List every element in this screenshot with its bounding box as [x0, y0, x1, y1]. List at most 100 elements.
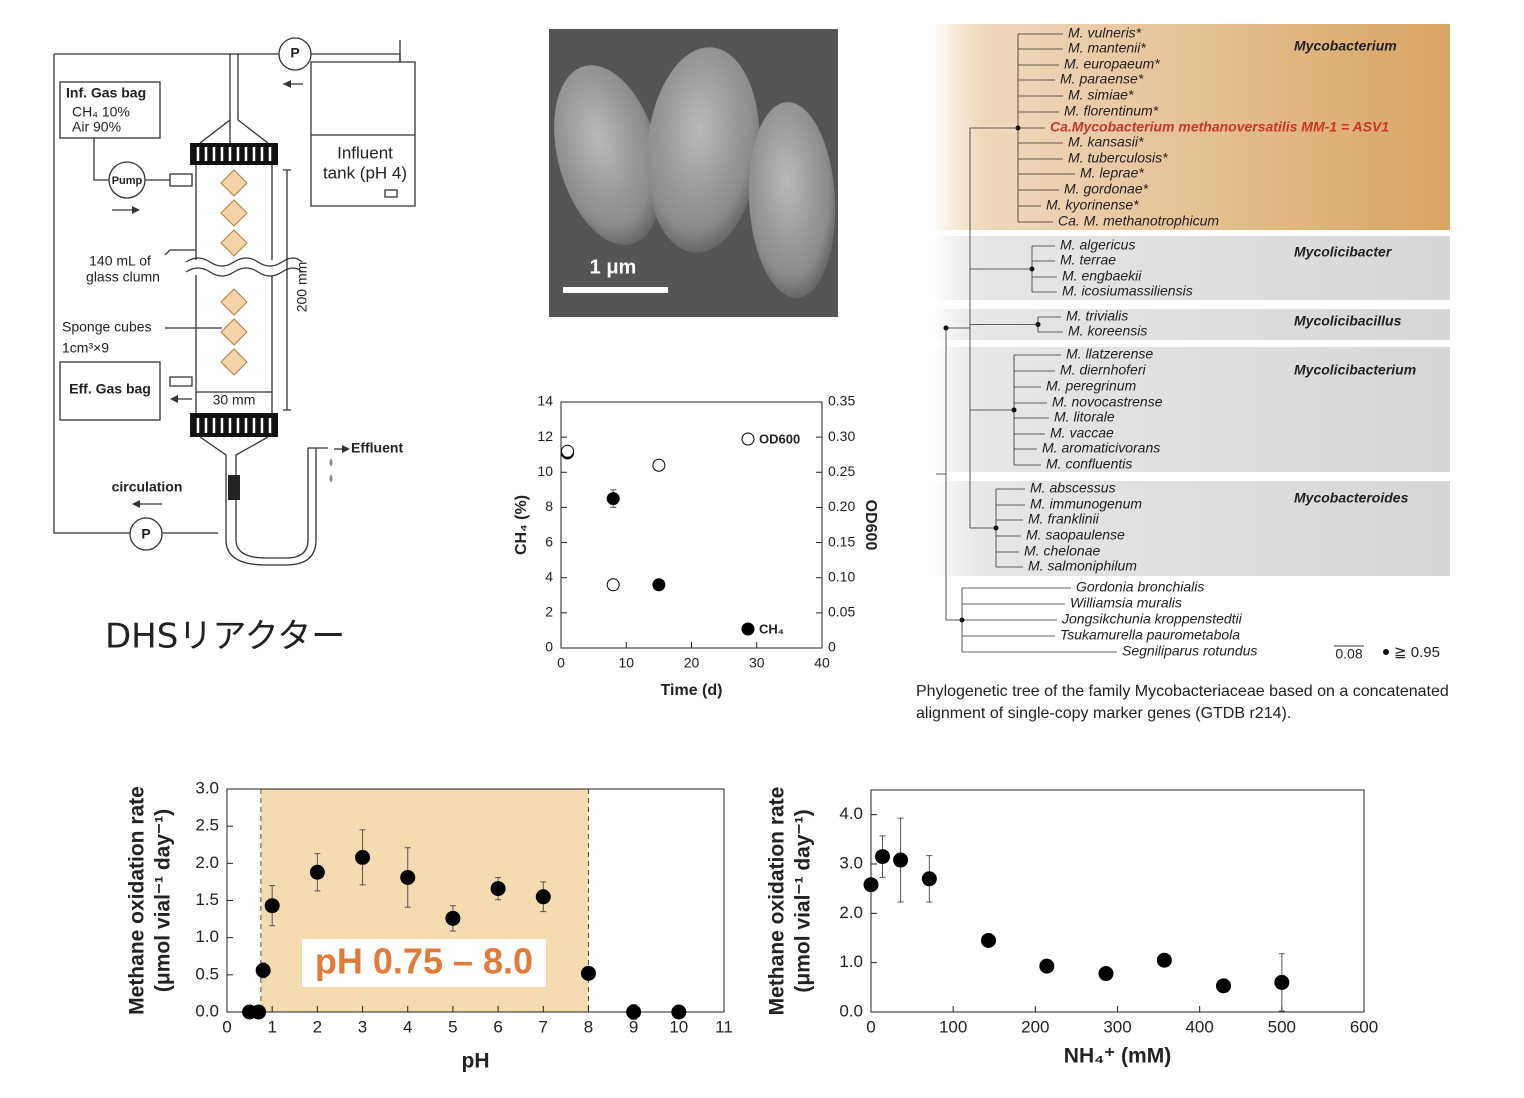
x-tick-label: 6: [493, 1017, 502, 1036]
pump-label: P: [141, 526, 150, 542]
annotation-box: [302, 939, 546, 987]
data-point: [535, 889, 551, 905]
y-tick-label: 1.0: [839, 952, 863, 971]
leaf-label: M. terrae: [1060, 252, 1116, 268]
data-point: [652, 578, 666, 592]
scale-label: 1 μm: [590, 256, 637, 278]
tank-label: Influent: [337, 143, 393, 162]
y2-tick-label: 0.30: [828, 428, 855, 444]
height-label: 200 mm: [294, 262, 310, 313]
x-tick-label: 4: [403, 1017, 412, 1036]
support-legend: ≧ 0.95: [1394, 644, 1440, 661]
annotation: pH 0.75 – 8.0: [315, 941, 533, 982]
data-point: [875, 849, 891, 865]
x-tick-label: 11: [715, 1017, 733, 1036]
pump-label: Pump: [112, 175, 143, 187]
gas-bag-text: Air 90%: [72, 119, 121, 135]
leaf-label: M. engbaekii: [1062, 268, 1142, 284]
y2-tick-label: 0.25: [828, 463, 855, 479]
circulation-label: circulation: [112, 479, 183, 495]
clade-label: Mycobacteroides: [1294, 490, 1409, 506]
x-axis-label: pH: [462, 1050, 490, 1073]
data-point: [863, 877, 879, 893]
leaf-label: M. leprae*: [1080, 165, 1144, 181]
leaf-label: M. vulneris*: [1068, 25, 1142, 41]
leaf-label: M. llatzerense: [1066, 346, 1153, 362]
x-tick-label: 10: [669, 1017, 688, 1036]
data-point: [561, 444, 575, 458]
y-tick-label: 10: [537, 463, 553, 479]
legend-label: OD600: [759, 431, 800, 446]
x-tick-label: 300: [1103, 1017, 1131, 1036]
leaf-label: M. tuberculosis*: [1068, 150, 1168, 166]
leaf-label: Tsukamurella paurometabola: [1060, 627, 1240, 643]
legend-label: CH₄: [759, 621, 784, 636]
data-point: [1039, 958, 1055, 974]
tree-caption: alignment of single-copy marker genes (G…: [916, 705, 1291, 722]
y-tick-label: 2.0: [839, 903, 863, 922]
data-point: [445, 910, 461, 926]
data-point: [921, 871, 937, 887]
x-tick-label: 600: [1350, 1017, 1378, 1036]
y2-tick-label: 0.15: [828, 533, 855, 549]
leaf-label: M. gordonae*: [1064, 181, 1149, 197]
leaf-label: M. peregrinum: [1046, 378, 1137, 394]
x-tick-label: 7: [539, 1017, 548, 1036]
y-tick-label: 12: [537, 428, 553, 444]
leaf-label: M. icosiumassiliensis: [1062, 283, 1193, 299]
gas-bag-title: Inf. Gas bag: [66, 85, 146, 101]
cell: [748, 102, 836, 298]
data-point: [1274, 974, 1290, 990]
x-tick-label: 8: [584, 1017, 593, 1036]
leaf-label: M. confluentis: [1046, 456, 1132, 472]
leaf-label: M. simiae*: [1068, 87, 1134, 103]
x-axis-label: NH₄⁺ (mM): [1064, 1045, 1171, 1068]
leaf-label: M. paraense*: [1060, 71, 1144, 87]
leaf-label: M. saopaulense: [1026, 527, 1125, 543]
y-axis-label: Methane oxidation rate: [126, 786, 149, 1015]
data-point: [652, 458, 666, 472]
data-point: [1098, 966, 1114, 982]
leaf-label: M. kansasii*: [1068, 134, 1144, 150]
leaf-label: M. koreensis: [1068, 323, 1147, 339]
data-point: [671, 1004, 687, 1020]
legend-marker: [741, 622, 755, 636]
y-tick-label: 4.0: [839, 804, 863, 823]
data-point: [490, 881, 506, 897]
y2-tick-label: 0: [828, 639, 836, 655]
clade-box: [934, 481, 1450, 576]
sponge-label: 1cm³×9: [62, 340, 109, 356]
y-tick-label: 0: [545, 639, 553, 655]
clade-label: Mycobacterium: [1294, 38, 1397, 54]
clade-box: [934, 236, 1450, 300]
scale-bar: [563, 287, 668, 293]
x-tick-label: 30: [749, 655, 765, 671]
data-point: [580, 965, 596, 981]
leaf-label: M. vaccae: [1050, 425, 1114, 441]
x-tick-label: 200: [1021, 1017, 1049, 1036]
x-tick-label: 20: [684, 655, 700, 671]
y2-tick-label: 0.10: [828, 568, 855, 584]
y-tick-label: 0.0: [195, 1001, 219, 1020]
x-tick-label: 3: [358, 1017, 367, 1036]
leaf-label: M. abscessus: [1030, 480, 1116, 496]
gas-bag-text: CH₄ 10%: [72, 104, 130, 120]
y-tick-label: 0.5: [195, 964, 219, 983]
data-point: [606, 492, 620, 506]
data-point: [255, 962, 271, 978]
effluent-label: Effluent: [351, 440, 403, 456]
y-axis-label: CH₄ (%): [513, 495, 530, 555]
leaf-label: M. europaeum*: [1064, 56, 1160, 72]
clade-label: Mycolicibacter: [1294, 244, 1393, 260]
width-label: 30 mm: [213, 392, 256, 408]
leaf-label: Ca. M. methanotrophicum: [1058, 213, 1219, 229]
y-tick-label: 14: [537, 393, 553, 409]
y-tick-label: 2.0: [195, 853, 219, 872]
leaf-label: M. litorale: [1054, 409, 1115, 425]
leaf-label: M. aromaticivorans: [1042, 440, 1160, 456]
y-axis-label: (μmol vial⁻¹ day⁻¹): [792, 809, 815, 992]
x-tick-label: 0: [557, 655, 565, 671]
cell: [646, 47, 760, 253]
tree-caption: Phylogenetic tree of the family Mycobact…: [916, 683, 1449, 700]
